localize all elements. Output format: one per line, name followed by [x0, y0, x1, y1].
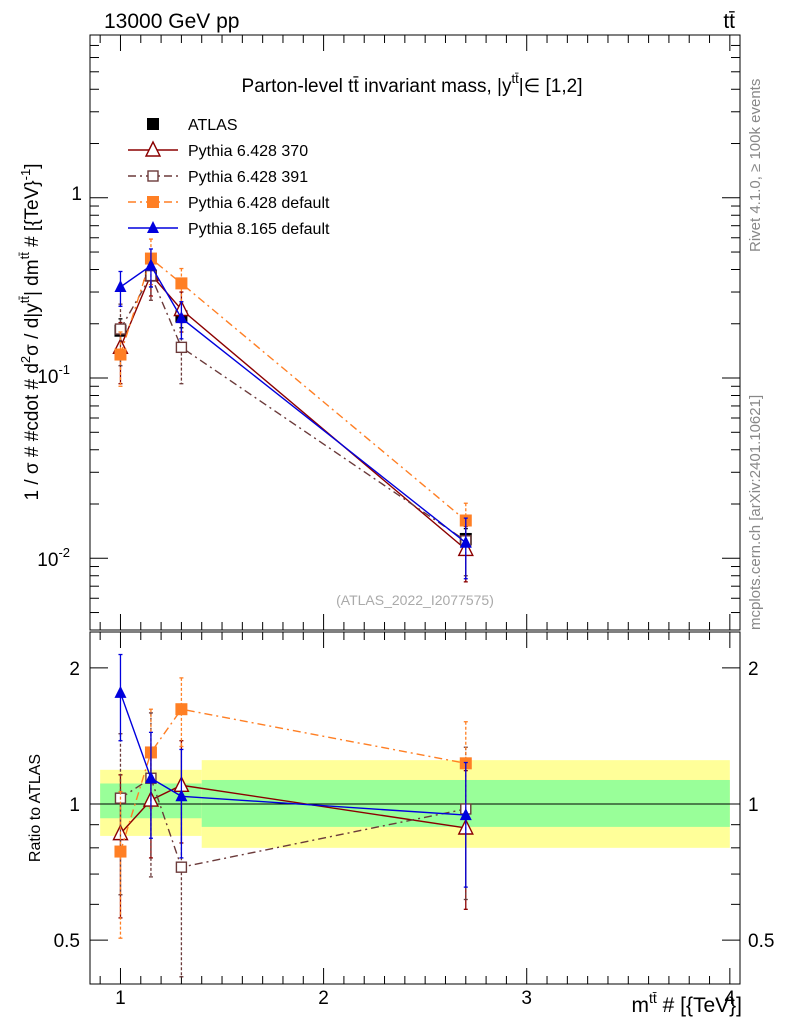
energy-label: 13000 GeV pp: [104, 10, 239, 33]
ratio-y-tick-label-right-0: 0.5: [748, 931, 774, 952]
main-frame: [89, 34, 741, 631]
main-series-line-3: [119, 257, 467, 522]
legend-label-1: Pythia 6.428 370: [188, 143, 308, 160]
y-tick-label-1: 1: [71, 184, 82, 205]
legend-label-4: Pythia 8.165 default: [188, 221, 330, 238]
x-tick-label-3: 4: [725, 988, 736, 1009]
ratio-point-1-2: [175, 861, 188, 873]
ratio-point-3-2: [175, 789, 188, 802]
ratio-y-tick-label-1: 1: [69, 795, 80, 816]
ratio-y-tick-label-right-2: 2: [748, 659, 759, 680]
x-tick-label-1: 2: [318, 988, 329, 1009]
legend-marker-4: [147, 221, 159, 233]
ratio-series-line-2: [119, 708, 466, 852]
main-point-4-0: [114, 279, 127, 292]
legend-label-0: ATLAS: [188, 117, 238, 134]
ratio-y-tick-label-2: 2: [69, 659, 80, 680]
main-series-line-4: [120, 264, 467, 544]
ratio-x-tick-labels: 1 2 3 4: [115, 988, 735, 1009]
main-axis-ticks: [90, 34, 740, 631]
ratio-point-3-3: [459, 808, 472, 821]
legend: ATLAS Pythia 6.428 370 Pythia 6.428 391 Pyt…: [128, 117, 330, 238]
ratio-series-layer: [112, 653, 474, 978]
legend-marker-2: [147, 170, 159, 182]
ratio-y-tick-label-right-1: 1: [748, 795, 759, 816]
main-point-3-2: [175, 277, 188, 290]
main-series-line-2: [119, 274, 467, 542]
legend-label-3: Pythia 6.428 default: [188, 195, 330, 212]
ratio-point-3-0: [114, 685, 127, 698]
y-tick-label-0.01: 10-2: [37, 545, 70, 571]
main-point-3-0: [114, 348, 127, 361]
main-point-4-1: [144, 258, 157, 271]
legend-marker-1: [144, 140, 162, 157]
x-axis-label: mtt̄ # [{TeV}]: [631, 990, 742, 1017]
main-point-4-3: [459, 535, 472, 548]
main-series-layer: [112, 238, 474, 583]
ratio-y-tick-label-0: 0.5: [54, 931, 80, 952]
main-title: Parton-level tt̄ invariant mass, |ytt̄|∈…: [242, 71, 583, 97]
ratio-panel: Ratio to ATLAS 0.5 0.5 1 1 2 2 1 2 3 4 mtt̄ # [{…: [27, 631, 775, 1017]
main-point-4-2: [175, 311, 188, 324]
ratio-series-3: [114, 653, 472, 888]
y-tick-label-0.1: 10-1: [37, 362, 70, 388]
ratio-series-line-0: [119, 784, 466, 835]
ratio-point-2-0: [114, 845, 127, 858]
legend-label-2: Pythia 6.428 391: [188, 169, 308, 186]
main-panel: Parton-level tt̄ invariant mass, |ytt̄|∈…: [17, 34, 741, 631]
main-y-axis-label: 1 / σ # #cdot # d2σ / d|ytt̄| dmtt̄ # [{…: [17, 163, 43, 500]
process-label: tt̄: [723, 10, 735, 33]
source-label: mcplots.cern.ch [arXiv:2401.10621]: [747, 395, 764, 630]
x-tick-label-0: 1: [115, 988, 126, 1009]
ratio-series-line-3: [119, 692, 466, 816]
legend-marker-3: [147, 196, 159, 208]
analysis-watermark: (ATLAS_2022_I2077575): [336, 592, 494, 608]
x-tick-label-2: 3: [521, 988, 532, 1009]
rivet-label: Rivet 4.1.0, ≥ 100k events: [747, 79, 764, 252]
legend-marker-0: [147, 118, 159, 130]
main-point-2-2: [175, 341, 188, 354]
ratio-y-axis-label: Ratio to ATLAS: [27, 754, 44, 862]
ratio-y-tick-labels: 0.5 0.5 1 1 2 2: [54, 659, 775, 952]
ratio-point-2-2: [175, 703, 188, 716]
main-y-tick-labels: 1 10-1 10-2: [37, 184, 82, 571]
ratio-point-3-1: [144, 771, 157, 784]
ratio-series-line-1: [120, 777, 466, 868]
main-series-4: [114, 248, 472, 580]
